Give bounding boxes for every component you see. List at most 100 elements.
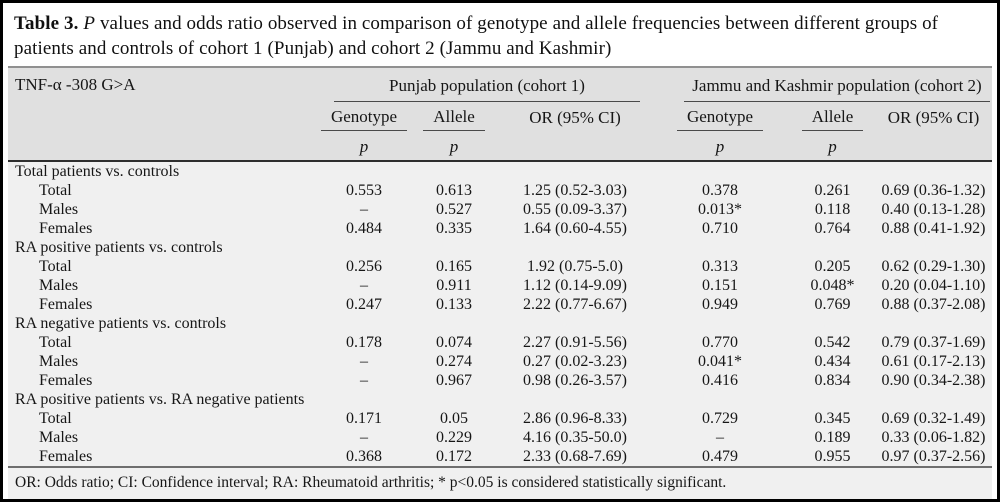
p-label: p: [449, 137, 459, 156]
row-label: Total: [39, 258, 72, 275]
cell-punjab-or: 1.92 (0.75-5.0): [527, 258, 623, 275]
cell-punjab-allele-p: 0.229: [436, 429, 472, 446]
table-row: Total 0.178 0.074 2.27 (0.91-5.56) 0.770…: [8, 333, 992, 352]
cell-punjab-or: 2.22 (0.77-6.67): [523, 296, 627, 313]
cell-jk-or: 0.20 (0.04-1.10): [881, 277, 986, 294]
row-label: Males: [39, 429, 79, 446]
cell-jk-genotype-p: 0.479: [702, 448, 739, 465]
cell-jk-or: 0.33 (0.06-1.82): [881, 429, 986, 446]
row-label: Females: [39, 372, 93, 389]
cell-jk-allele-p: 0.189: [814, 429, 851, 446]
table-row: Females – 0.967 0.98 (0.26-3.57) 0.416 0…: [8, 371, 992, 390]
cell-punjab-allele-p: 0.274: [436, 353, 472, 370]
table-row: Males – 0.274 0.27 (0.02-3.23) 0.041* 0.…: [8, 352, 992, 371]
cell-jk-or: 0.88 (0.41-1.92): [881, 220, 986, 237]
cell-punjab-genotype-p: –: [360, 353, 368, 370]
table-row: Total 0.171 0.05 2.86 (0.96-8.33) 0.729 …: [8, 409, 992, 428]
cell-punjab-allele-p: 0.335: [436, 220, 472, 237]
cell-punjab-genotype-p: –: [360, 201, 368, 218]
cell-jk-genotype-p: –: [716, 429, 725, 446]
col-header-genotype-jk: Genotype: [676, 105, 764, 131]
group-header-punjab: Punjab population (cohort 1): [334, 73, 641, 102]
row-label: Males: [39, 353, 79, 370]
cell-punjab-allele-p: 0.613: [436, 182, 472, 199]
cell-jk-allele-p: 0.955: [814, 448, 851, 465]
table-row: Males – 0.527 0.55 (0.09-3.37) 0.013* 0.…: [8, 200, 992, 219]
cell-jk-or: 0.62 (0.29-1.30): [881, 258, 986, 275]
table-row: Males – 0.911 1.12 (0.14-9.09) 0.151 0.0…: [8, 276, 992, 295]
section-label: RA positive patients vs. controls: [15, 239, 223, 256]
cell-punjab-or: 1.12 (0.14-9.09): [523, 277, 627, 294]
row-label: Males: [39, 201, 79, 218]
col-header-genotype-punjab: Genotype: [320, 105, 408, 131]
section-label: RA negative patients vs. controls: [15, 315, 227, 332]
table-body: Total patients vs. controls Total 0.553 …: [8, 161, 992, 466]
cell-punjab-or: 0.55 (0.09-3.37): [523, 201, 627, 218]
cell-punjab-genotype-p: 0.368: [346, 448, 382, 465]
cell-jk-allele-p: 0.048*: [810, 277, 855, 294]
col-header-allele-jk: Allele: [801, 105, 864, 131]
cell-jk-or: 0.61 (0.17-2.13): [881, 353, 986, 370]
cell-punjab-allele-p: 0.133: [436, 296, 472, 313]
cell-punjab-genotype-p: 0.256: [346, 258, 382, 275]
cell-jk-allele-p: 0.542: [814, 334, 851, 351]
row-label: Total: [39, 182, 72, 199]
row-label: Females: [39, 448, 93, 465]
group-header-jammu-kashmir: Jammu and Kashmir population (cohort 2): [684, 73, 990, 102]
cell-jk-genotype-p: 0.729: [702, 410, 739, 427]
cell-jk-or: 0.40 (0.13-1.28): [881, 201, 986, 218]
cell-punjab-or: 2.33 (0.68-7.69): [523, 448, 627, 465]
cell-jk-or: 0.97 (0.37-2.56): [881, 448, 986, 465]
cell-jk-or: 0.79 (0.37-1.69): [881, 334, 986, 351]
cell-jk-genotype-p: 0.949: [702, 296, 739, 313]
cell-jk-genotype-p: 0.416: [702, 372, 739, 389]
cell-jk-allele-p: 0.345: [814, 410, 851, 427]
cell-jk-or: 0.88 (0.37-2.08): [881, 296, 986, 313]
row-label: Females: [39, 220, 93, 237]
table-title-text: values and odds ratio observed in compar…: [14, 13, 939, 59]
table-title-number: Table 3.: [14, 13, 79, 34]
cell-jk-allele-p: 0.434: [814, 353, 851, 370]
table-footnote: OR: Odds ratio; CI: Confidence interval;…: [8, 466, 992, 499]
table-title: Table 3. P values and odds ratio observe…: [8, 3, 992, 66]
table-row: Females 0.247 0.133 2.22 (0.77-6.67) 0.9…: [8, 295, 992, 314]
cell-jk-allele-p: 0.261: [814, 182, 851, 199]
subcolumn-header-row: Genotype Allele OR (95% CI) Genotype All…: [8, 102, 992, 134]
cell-jk-genotype-p: 0.041*: [698, 353, 743, 370]
cell-jk-allele-p: 0.118: [814, 201, 851, 218]
cell-punjab-allele-p: 0.967: [436, 372, 472, 389]
cell-punjab-genotype-p: 0.484: [346, 220, 382, 237]
table-row: Total 0.553 0.613 1.25 (0.52-3.03) 0.378…: [8, 181, 992, 200]
cell-jk-or: 0.90 (0.34-2.38): [881, 372, 986, 389]
col-header-allele-punjab: Allele: [423, 105, 485, 131]
cell-punjab-or: 0.98 (0.26-3.57): [523, 372, 627, 389]
section-label: Total patients vs. controls: [15, 163, 180, 180]
cell-punjab-genotype-p: 0.171: [346, 410, 382, 427]
cell-jk-or: 0.69 (0.32-1.49): [881, 410, 986, 427]
cell-punjab-allele-p: 0.172: [436, 448, 472, 465]
cell-punjab-or: 2.86 (0.96-8.33): [523, 410, 627, 427]
table-row: Females 0.484 0.335 1.64 (0.60-4.55) 0.7…: [8, 219, 992, 238]
p-label: p: [359, 137, 369, 156]
table-row: Total 0.256 0.165 1.92 (0.75-5.0) 0.313 …: [8, 257, 992, 276]
cell-punjab-allele-p: 0.911: [436, 277, 472, 294]
cell-jk-genotype-p: 0.313: [702, 258, 739, 275]
section-header-row: RA negative patients vs. controls: [8, 314, 992, 333]
variant-label: TNF-α -308 G>A: [15, 75, 136, 94]
data-table: TNF-α -308 G>A Punjab population (cohort…: [8, 68, 992, 466]
table-area: TNF-α -308 G>A Punjab population (cohort…: [8, 68, 992, 499]
row-label: Total: [39, 410, 72, 427]
cell-jk-allele-p: 0.834: [814, 372, 851, 389]
p-label: p: [715, 137, 725, 156]
cell-punjab-or: 4.16 (0.35-50.0): [523, 429, 627, 446]
table-row: Females 0.368 0.172 2.33 (0.68-7.69) 0.4…: [8, 447, 992, 466]
cell-jk-genotype-p: 0.013*: [698, 201, 743, 218]
section-header-row: RA positive patients vs. RA negative pat…: [8, 390, 992, 409]
col-header-or-jk: OR (95% CI): [887, 107, 980, 127]
col-header-or-punjab: OR (95% CI): [529, 107, 621, 127]
title-divider: [8, 66, 992, 68]
cell-punjab-or: 2.27 (0.91-5.56): [523, 334, 627, 351]
cell-punjab-allele-p: 0.05: [440, 410, 468, 427]
cell-punjab-genotype-p: –: [360, 429, 368, 446]
